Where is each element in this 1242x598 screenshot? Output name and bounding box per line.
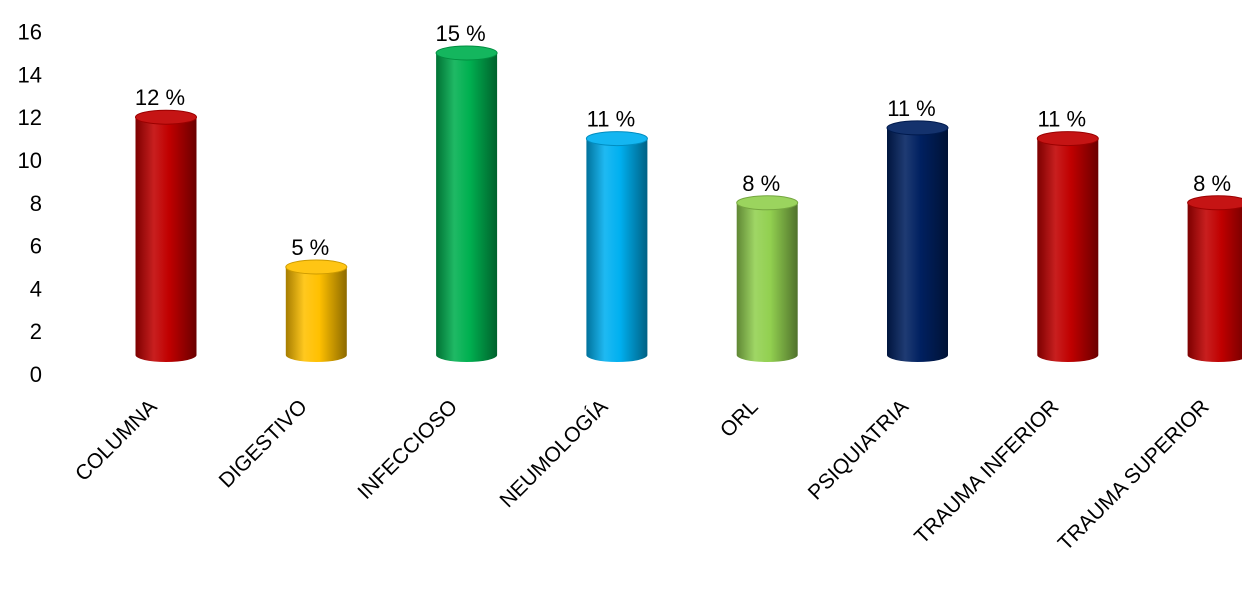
bar-top: [1036, 131, 1099, 147]
bar-body: [436, 53, 498, 362]
bar: [1187, 195, 1242, 362]
bar: [886, 120, 949, 363]
y-tick-label: 4: [30, 276, 42, 301]
x-tick-label: TRAUMA SUPERIOR: [1054, 395, 1214, 555]
bar-body: [586, 138, 648, 362]
bar-body: [1187, 202, 1242, 362]
x-tick-label: INFECCIOSO: [353, 395, 462, 504]
bar: [1036, 131, 1099, 362]
bar-body: [736, 202, 798, 362]
bars: [135, 45, 1242, 363]
data-label: 8 %: [742, 171, 780, 196]
bar: [285, 259, 348, 362]
data-labels: 12 % 5 % 15 % 11 % 8 % 11 % 11 % 8 %: [135, 21, 1231, 260]
y-tick-label: 12: [18, 105, 42, 130]
x-tick-label: PSIQUIATRIA: [804, 395, 913, 504]
y-tick-label: 16: [18, 20, 42, 45]
y-tick-label: 14: [18, 62, 42, 87]
bar: [736, 195, 799, 362]
y-tick-label: 6: [30, 234, 42, 259]
data-label: 11 %: [1038, 107, 1087, 132]
data-label: 15 %: [436, 21, 486, 46]
y-tick-label: 10: [18, 148, 42, 173]
bar-body: [135, 117, 197, 362]
bar-top: [585, 131, 648, 147]
x-tick-label: NEUMOLOGÍA: [496, 395, 613, 512]
bar-body: [1037, 138, 1099, 362]
y-axis: 0 2 4 6 8 10 12 14 16: [18, 20, 42, 387]
x-tick-label: ORL: [716, 395, 763, 442]
bar-top: [886, 120, 949, 136]
bar: [135, 109, 197, 362]
x-axis: COLUMNA DIGESTIVO INFECCIOSO NEUMOLOGÍA ORL P…: [71, 395, 1214, 555]
bar-top: [435, 45, 498, 61]
x-tick-label: DIGESTIVO: [215, 395, 312, 492]
bar-top: [285, 259, 348, 275]
x-tick-label: TRAUMA INFERIOR: [910, 395, 1063, 548]
x-tick-label: COLUMNA: [71, 395, 162, 486]
data-label: 8 %: [1193, 171, 1231, 196]
y-tick-label: 8: [30, 191, 42, 216]
bar-top: [135, 109, 197, 125]
bar: [585, 131, 648, 362]
bar-body: [285, 267, 347, 362]
bar-top: [736, 195, 799, 211]
data-label: 12 %: [135, 85, 185, 110]
data-label: 11 %: [887, 96, 936, 121]
y-tick-label: 2: [30, 319, 42, 344]
bar-top: [1187, 195, 1242, 211]
data-label: 11 %: [587, 107, 636, 132]
y-tick-label: 0: [30, 362, 42, 387]
bar-body: [887, 127, 948, 363]
data-label: 5 %: [291, 235, 329, 260]
bar: [435, 45, 498, 362]
